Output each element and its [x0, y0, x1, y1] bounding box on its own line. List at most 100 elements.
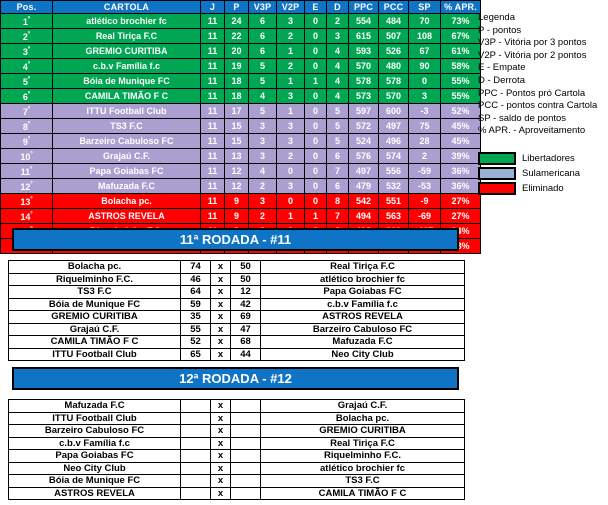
position-number: 5	[22, 77, 28, 87]
standings-v2p: 3	[276, 118, 305, 134]
home-team-name: Mafuzada F.C	[8, 399, 181, 413]
standings-ppc: 573	[348, 88, 379, 104]
ordinal-marker: º	[27, 77, 31, 83]
standings-v2p: 0	[276, 193, 305, 209]
away-score	[230, 486, 261, 500]
home-score	[180, 461, 211, 475]
standings-d: 4	[326, 43, 349, 59]
away-team-name: Barzeiro Cabuloso FC	[260, 322, 465, 336]
standings-p: 15	[224, 133, 249, 149]
away-score: 12	[230, 285, 261, 299]
ordinal-marker: º	[30, 167, 33, 173]
standings-v3p: 3	[248, 118, 277, 134]
ordinal-marker: º	[27, 92, 31, 98]
standings-sp: 28	[408, 133, 441, 149]
standings-row: 14º ASTROS REVELA 11 9 2 1 1 7 494 563 -69 27%	[0, 208, 481, 224]
standings-sp: 3	[408, 88, 441, 104]
home-team-name: Neo City Club	[8, 461, 181, 475]
standings-p: 18	[224, 88, 249, 104]
standings-ppc: 479	[348, 178, 379, 194]
position-number: 3	[22, 47, 28, 57]
standings-pcc: 556	[378, 163, 409, 179]
round-fixtures-table: Bolacha pc. 74 x 50 Real Tiriça F.C Riquelmin…	[8, 260, 465, 361]
standings-j: 11	[200, 13, 225, 29]
round-fixtures-table-container: Mafuzada F.C x Grajaú C.F. ITTU Football Cl…	[8, 399, 465, 500]
standings-sp: 70	[408, 13, 441, 29]
standings-v2p: 2	[276, 28, 305, 44]
away-team-name: c.b.v Família f.c	[260, 297, 465, 311]
home-team-name: Grajaú C.F.	[8, 322, 181, 336]
standings-ppc: 615	[348, 28, 379, 44]
standings-col-header: D	[326, 0, 349, 14]
standings-sp: -59	[408, 163, 441, 179]
position-number: 1	[22, 17, 28, 27]
ordinal-marker: º	[27, 32, 31, 38]
standings-col-header: CARTOLA	[52, 0, 201, 14]
standings-ppc: 576	[348, 148, 379, 164]
standings-j: 11	[200, 208, 225, 224]
away-team-name: atlético brochier fc	[260, 461, 465, 475]
score-separator: x	[210, 424, 231, 438]
home-team-name: Barzeiro Cabuloso FC	[8, 424, 181, 438]
match-row: Mafuzada F.C x Grajaú C.F.	[8, 399, 465, 413]
home-score: 64	[180, 285, 211, 299]
legend-swatch-label: Eliminado	[522, 182, 564, 194]
standings-apr: 73%	[440, 13, 481, 29]
standings-team-name: Barzeiro Cabuloso FC	[52, 133, 201, 149]
score-separator: x	[210, 449, 231, 463]
match-row: c.b.v Família f.c x Real Tiriça F.C	[8, 436, 465, 450]
standings-v2p: 3	[276, 88, 305, 104]
standings-j: 11	[200, 193, 225, 209]
ordinal-marker: º	[30, 182, 33, 188]
standings-row: 3º GREMIO CURITIBA 11 20 6 1 0 4 593 526 67 61%	[0, 43, 481, 59]
standings-position: 12º	[0, 178, 53, 194]
standings-col-header: J	[200, 0, 225, 14]
match-row: Bóia de Munique FC 59 x 42 c.b.v Família f.c	[8, 297, 465, 311]
away-score	[230, 474, 261, 488]
standings-position: 14º	[0, 208, 53, 224]
home-score	[180, 436, 211, 450]
legend-color-swatch	[478, 151, 516, 165]
standings-e: 0	[304, 148, 327, 164]
standings-e: 0	[304, 163, 327, 179]
standings-pcc: 496	[378, 133, 409, 149]
match-row: Grajaú C.F. 55 x 47 Barzeiro Cabuloso FC	[8, 322, 465, 336]
standings-position: 11º	[0, 163, 53, 179]
standings-team-name: GREMIO CURITIBA	[52, 43, 201, 59]
standings-apr: 61%	[440, 43, 481, 59]
score-separator: x	[210, 335, 231, 349]
standings-position: 7º	[0, 103, 53, 119]
away-team-name: ASTROS REVELA	[260, 310, 465, 324]
standings-e: 0	[304, 133, 327, 149]
standings-e: 0	[304, 178, 327, 194]
position-number: 14	[20, 212, 31, 222]
legend-line: PCC - pontos contra Cartola	[478, 100, 598, 112]
standings-j: 11	[200, 178, 225, 194]
standings-v3p: 6	[248, 28, 277, 44]
standings-v2p: 2	[276, 58, 305, 74]
standings-row: 5º Bóia de Munique FC 11 18 5 1 1 4 578 578 0 55%	[0, 73, 481, 89]
standings-v3p: 2	[248, 178, 277, 194]
legend-title: Legenda	[478, 12, 515, 23]
round-fixtures-table-container: Bolacha pc. 74 x 50 Real Tiriça F.C Riquelmin…	[8, 260, 465, 361]
standings-position: 2º	[0, 28, 53, 44]
round-title-bar: 12ª RODADA - #12	[12, 367, 459, 390]
standings-v3p: 6	[248, 13, 277, 29]
ordinal-marker: º	[27, 47, 31, 53]
standings-col-header: V2P	[276, 0, 305, 14]
home-team-name: Papa Goiabas FC	[8, 449, 181, 463]
standings-ppc: 554	[348, 13, 379, 29]
standings-e: 0	[304, 58, 327, 74]
standings-sp: 0	[408, 73, 441, 89]
standings-header-row: Pos. CARTOLA J P V3P V2P E D PPC PCC SP% APR.	[0, 0, 481, 14]
standings-sp: 75	[408, 118, 441, 134]
away-score: 69	[230, 310, 261, 324]
standings-j: 11	[200, 58, 225, 74]
match-row: GREMIO CURITIBA 35 x 69 ASTROS REVELA	[8, 310, 465, 324]
score-separator: x	[210, 272, 231, 286]
legend-line: SP - saldo de pontos	[478, 112, 567, 124]
standings-ppc: 494	[348, 208, 379, 224]
standings-j: 11	[200, 133, 225, 149]
score-separator: x	[210, 322, 231, 336]
standings-position: 1º	[0, 13, 53, 29]
